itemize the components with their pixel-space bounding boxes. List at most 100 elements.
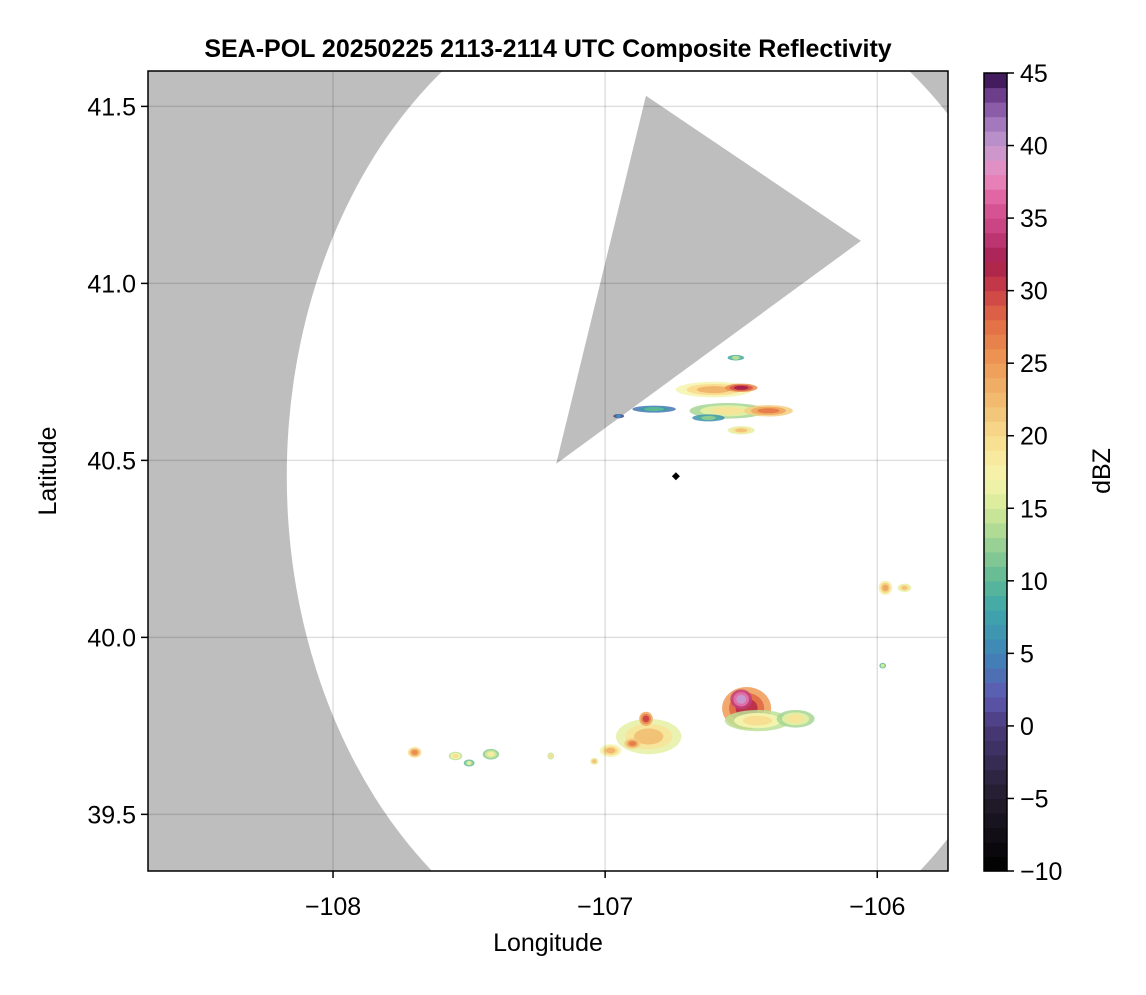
echo-cell [724,710,791,732]
colorbar-segment [984,348,1007,364]
colorbar-segment [984,319,1007,335]
colorbar-tick-label: 10 [1020,568,1048,596]
echo-cell [599,744,622,757]
colorbar-segment [984,551,1007,567]
echo-region [901,585,908,590]
colorbar-segment [984,435,1007,451]
colorbar-segment [984,725,1007,742]
echo-region [644,407,664,412]
colorbar-segment [984,696,1007,712]
colorbar: −10 −5 0 5 10 15 20 25 30 35 40 45 [983,60,1062,886]
echo-region [757,408,780,414]
echo-cell [743,405,793,417]
colorbar-segment [984,812,1007,829]
grid-lines [148,71,948,871]
colorbar-tick-label: 5 [1020,640,1034,668]
x-tick-label: −107 [577,893,633,921]
colorbar-segment [984,174,1007,190]
echo-cell [776,710,815,728]
echo-region [452,754,459,758]
echo-region [733,385,749,390]
colorbar-segment [984,392,1007,408]
reflectivity-echoes [407,354,912,767]
colorbar-segment [984,754,1007,771]
colorbar-segment [984,116,1007,132]
echo-cell [463,759,475,767]
echo-cell [624,738,641,749]
colorbar-segment [984,247,1007,263]
colorbar-segment [984,479,1007,495]
colorbar-segment [984,580,1007,596]
colorbar-label: dBZ [1088,448,1116,494]
colorbar-segment [984,769,1007,785]
colorbar-segment [984,232,1007,248]
echo-region [628,741,637,746]
echo-region [742,715,773,726]
colorbar-segment [984,508,1007,524]
plot-area [148,71,948,871]
colorbar-segment [984,421,1007,437]
echo-cell [730,689,753,710]
echo-region [735,428,748,433]
colorbar-tick-label: 30 [1020,278,1048,306]
colorbar-segment [984,276,1007,292]
echo-cell [727,426,755,435]
echo-cell [407,747,422,758]
colorbar-segment [984,740,1007,756]
colorbar-segment [984,450,1007,466]
echo-cell [547,752,554,760]
colorbar-tick-label: −10 [1020,858,1062,886]
colorbar-segment [984,841,1007,858]
echo-region [548,754,553,758]
colorbar-tick-label: 0 [1020,713,1034,741]
y-tick-label: 39.5 [87,801,136,829]
echo-region [882,584,889,591]
colorbar-tick-label: 45 [1020,60,1048,88]
colorbar-segment [984,624,1007,640]
echo-cell [448,751,463,761]
echo-cell [639,711,653,726]
echo-region [710,407,745,415]
echo-region [642,715,650,722]
colorbar-segment [984,493,1007,509]
echo-region [605,747,616,754]
colorbar-segment [984,682,1007,698]
colorbar-tick-label: 40 [1020,133,1048,161]
colorbar-segment [984,160,1007,176]
echo-region [466,761,472,765]
colorbar-segment [984,856,1007,872]
echo-cell [878,580,893,595]
plot-frame [147,70,949,872]
echo-cell [727,354,744,361]
colorbar-segment [984,145,1007,161]
colorbar-segment [984,783,1007,800]
echo-cell [613,414,625,419]
colorbar-segment [984,566,1007,582]
colorbar-segment [984,464,1007,480]
colorbar-frame [983,72,1008,872]
y-tick-label: 40.0 [87,624,136,652]
x-tick-label: −108 [305,893,361,921]
colorbar-tick-label: 20 [1020,423,1048,451]
y-tick-label: 41.5 [87,93,136,121]
colorbar-segment [984,218,1007,234]
colorbar-segment [984,798,1007,814]
colorbar-segment [984,73,1007,89]
echo-cell [590,757,599,765]
colorbar-segment [984,131,1007,147]
colorbar-segment [984,87,1007,103]
echo-cell [724,383,758,392]
colorbar-segment [984,827,1007,843]
y-axis-label: Latitude [34,427,62,516]
echo-region [634,728,664,745]
radar-location-marker [671,472,680,481]
colorbar-segment [984,595,1007,611]
colorbar-tick-label: −5 [1020,785,1049,813]
echo-cell [897,583,912,592]
echo-region [696,386,732,394]
echo-region [592,759,597,764]
colorbar-segment [984,653,1007,669]
colorbar-segment [984,377,1007,393]
colorbar-segment [984,522,1007,538]
